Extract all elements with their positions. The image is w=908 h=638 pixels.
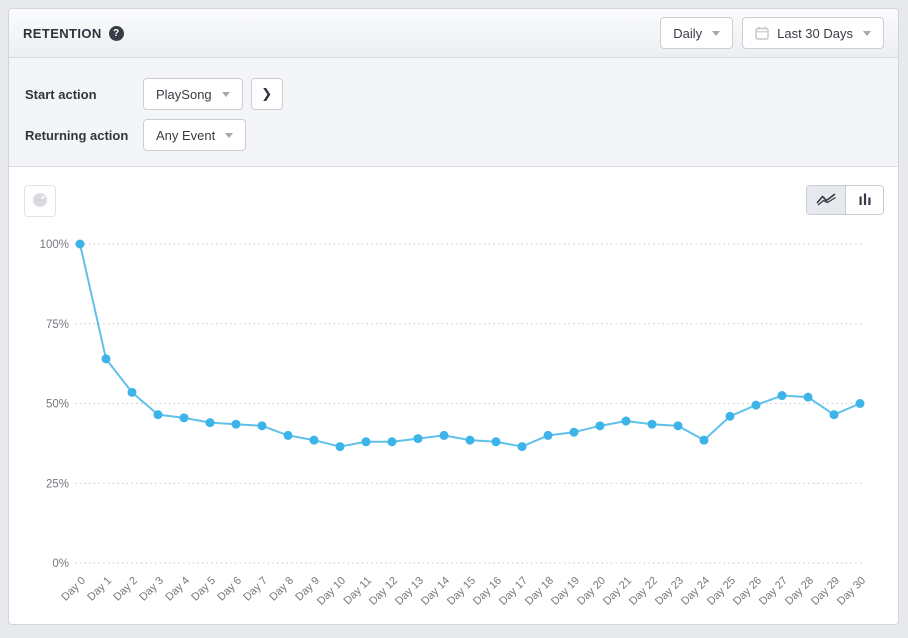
returning-action-value: Any Event — [156, 127, 216, 143]
x-tick-label: Day 1 — [85, 575, 114, 604]
start-action-value: PlaySong — [156, 86, 212, 102]
data-point[interactable] — [257, 421, 267, 431]
title-group: RETENTION ? — [23, 25, 124, 41]
x-tick-label: Day 6 — [215, 575, 244, 604]
add-to-dashboard-button[interactable] — [24, 185, 56, 217]
data-point[interactable] — [127, 387, 137, 397]
data-point[interactable] — [283, 430, 293, 440]
y-tick-label: 25% — [46, 478, 69, 490]
data-point[interactable] — [205, 418, 215, 428]
bar-chart-icon — [858, 192, 872, 209]
start-action-label: Start action — [25, 86, 97, 102]
chevron-down-icon — [225, 132, 234, 138]
data-point[interactable] — [569, 427, 579, 437]
date-range-dropdown[interactable]: Last 30 Days — [742, 17, 884, 49]
retention-line — [79, 243, 861, 448]
data-point[interactable] — [413, 434, 423, 444]
y-tick-label: 100% — [40, 239, 69, 251]
data-point[interactable] — [595, 421, 605, 431]
x-tick-label: Day 7 — [241, 575, 270, 604]
line-chart-toggle-button[interactable] — [807, 186, 845, 214]
data-point[interactable] — [387, 437, 397, 447]
y-tick-label: 0% — [52, 558, 69, 570]
data-point[interactable] — [621, 416, 631, 426]
data-point[interactable] — [803, 392, 813, 402]
date-range-label: Last 30 Days — [777, 25, 853, 41]
data-point[interactable] — [335, 442, 345, 452]
data-point[interactable] — [517, 442, 527, 452]
calendar-icon — [755, 26, 769, 40]
data-point[interactable] — [309, 435, 319, 445]
x-tick-label: Day 3 — [137, 575, 166, 604]
data-point[interactable] — [465, 435, 475, 445]
data-point[interactable] — [491, 437, 501, 447]
chart-type-toggle — [806, 185, 884, 215]
data-point[interactable] — [439, 430, 449, 440]
start-action-dropdown[interactable]: PlaySong — [143, 78, 243, 110]
returning-action-row: Returning action Any Event — [25, 119, 882, 151]
data-point[interactable] — [829, 410, 839, 420]
widget-header: RETENTION ? Daily Last 30 Days — [9, 9, 898, 58]
data-point[interactable] — [751, 400, 761, 410]
gauge-icon — [31, 191, 49, 212]
data-point[interactable] — [101, 354, 111, 364]
returning-action-dropdown[interactable]: Any Event — [143, 119, 247, 151]
y-tick-label: 50% — [46, 399, 69, 411]
interval-dropdown-label: Daily — [673, 25, 703, 41]
x-tick-label: Day 10 — [315, 575, 348, 608]
help-icon[interactable]: ? — [108, 25, 124, 41]
data-point[interactable] — [75, 239, 85, 249]
start-action-row: Start action PlaySong ❯ — [25, 78, 882, 110]
x-tick-label: Day 2 — [111, 575, 140, 604]
y-tick-label: 75% — [46, 319, 69, 331]
x-tick-label: Day 0 — [59, 575, 88, 604]
chevron-down-icon — [712, 30, 721, 36]
page-title: RETENTION — [23, 25, 102, 41]
data-point[interactable] — [543, 430, 553, 440]
expand-step-button[interactable]: ❯ — [250, 78, 283, 110]
data-point[interactable] — [647, 419, 657, 429]
controls-panel: Start action PlaySong ❯ Returning action… — [9, 58, 898, 167]
x-tick-label: Day 4 — [163, 575, 192, 604]
chevron-down-icon — [863, 30, 871, 36]
line-chart-icon — [816, 192, 836, 209]
chevron-down-icon — [221, 91, 230, 97]
x-tick-label: Day 30 — [835, 575, 868, 608]
data-point[interactable] — [153, 410, 163, 420]
chart-section: 0% 25% 50% 75% 100% Day 0 Day 1 Day 2 Day 3 Day 4… — [9, 167, 898, 624]
returning-action-label: Returning action — [25, 127, 129, 143]
data-point[interactable] — [855, 399, 865, 408]
data-point[interactable] — [699, 435, 709, 445]
header-actions: Daily Last 30 Days — [660, 17, 884, 49]
x-tick-label: Day 5 — [189, 575, 218, 604]
chevron-right-icon: ❯ — [261, 86, 273, 101]
data-point[interactable] — [179, 413, 189, 423]
data-point[interactable] — [231, 419, 241, 429]
retention-widget: RETENTION ? Daily Last 30 Days — [8, 8, 899, 625]
x-tick-label: Day 8 — [267, 575, 296, 604]
data-point[interactable] — [361, 437, 371, 447]
data-point[interactable] — [673, 421, 683, 431]
data-point[interactable] — [725, 411, 735, 421]
data-point[interactable] — [777, 391, 787, 401]
interval-dropdown[interactable]: Daily — [660, 17, 734, 49]
bar-chart-toggle-button[interactable] — [845, 186, 883, 214]
